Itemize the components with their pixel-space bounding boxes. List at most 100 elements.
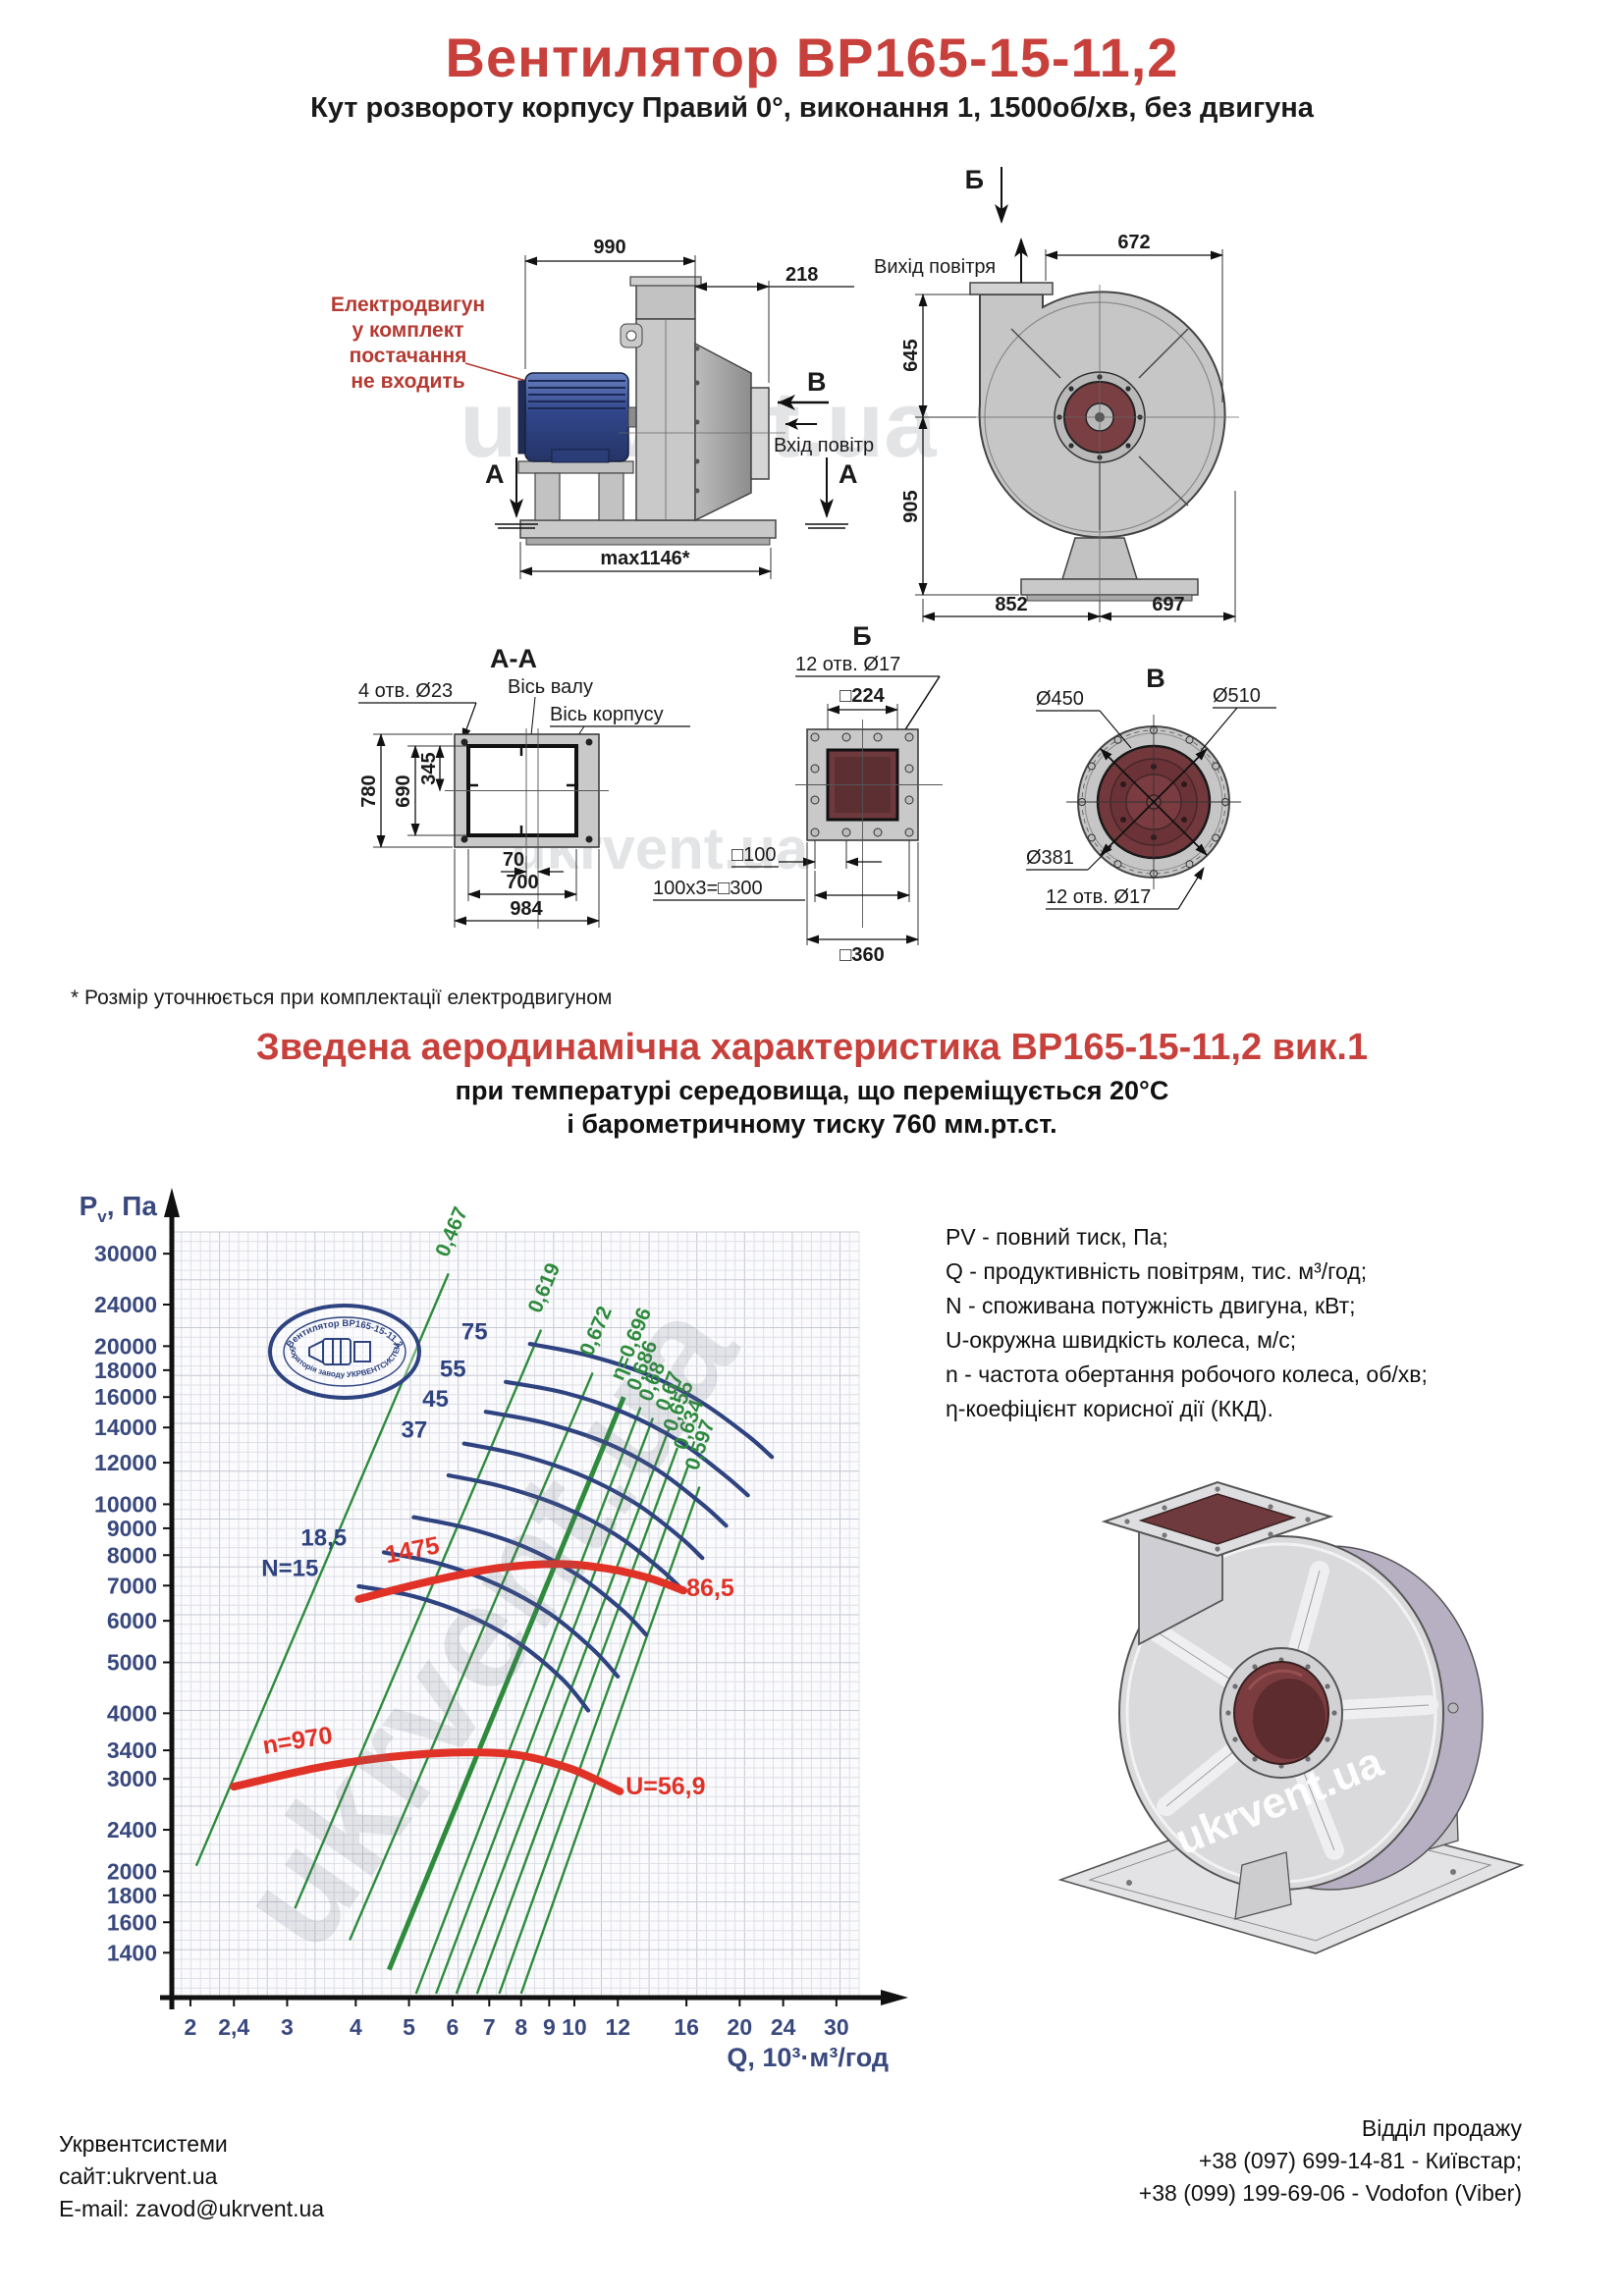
svg-text:5: 5 bbox=[403, 2014, 415, 2040]
svg-text:9: 9 bbox=[543, 2014, 556, 2040]
outlet-duct bbox=[635, 284, 696, 320]
svg-text:8000: 8000 bbox=[107, 1542, 157, 1568]
dim-905: 905 bbox=[900, 490, 922, 522]
svg-text:24000: 24000 bbox=[94, 1292, 157, 1317]
section-a-label: А bbox=[839, 459, 858, 489]
dim-max1146: max1146* bbox=[600, 548, 689, 569]
fan-base bbox=[519, 519, 777, 539]
dim-984: 984 bbox=[510, 898, 543, 920]
dim-300: 100x3=□300 bbox=[653, 878, 763, 899]
svg-text:1400: 1400 bbox=[107, 1940, 157, 1965]
email-link: E-mail: zavod@ukrvent.ua bbox=[59, 2196, 325, 2221]
svg-text:2400: 2400 bbox=[107, 1817, 157, 1842]
svg-text:45: 45 bbox=[422, 1386, 449, 1413]
dim-70: 70 bbox=[503, 849, 524, 871]
svg-text:2: 2 bbox=[185, 2014, 197, 2040]
aero-subtitle-1: при температурі середовища, що переміщує… bbox=[455, 1076, 1169, 1105]
svg-text:16: 16 bbox=[674, 2014, 699, 2040]
inlet-cone bbox=[694, 342, 752, 522]
holes-note: 4 отв. Ø23 bbox=[358, 680, 453, 702]
svg-text:U=56,9: U=56,9 bbox=[625, 1773, 705, 1800]
page-subtitle: Кут розвороту корпусу Правий 0°, виконан… bbox=[310, 92, 1314, 124]
stamp-fan-icon bbox=[308, 1338, 371, 1365]
section-b-title: Б bbox=[852, 621, 871, 651]
dim-780: 780 bbox=[358, 774, 380, 807]
view-b-label: Б bbox=[965, 165, 984, 194]
svg-text:6000: 6000 bbox=[107, 1608, 157, 1633]
svg-text:1800: 1800 bbox=[107, 1883, 157, 1908]
holes-note: 12 отв. Ø17 bbox=[1046, 886, 1151, 908]
dim-100: □100 bbox=[731, 844, 776, 866]
svg-text:16000: 16000 bbox=[94, 1384, 157, 1410]
svg-text:3: 3 bbox=[281, 2014, 294, 2040]
section-a-label: А bbox=[485, 459, 505, 489]
y-axis-title: Pv, Па bbox=[80, 1191, 158, 1226]
dim-381: Ø381 bbox=[1026, 847, 1074, 869]
section-aa-drawing: А-А 4 отв. Ø23 Вісь валу Вісь корпусу 78… bbox=[358, 644, 690, 929]
outlet-flange bbox=[629, 276, 702, 287]
phone-number: +38 (097) 699-14-81 - Київстар; bbox=[1198, 2148, 1522, 2173]
motor-note-line: у комплект постачання bbox=[349, 319, 467, 367]
x-axis-title: Q, 10³·м³/год bbox=[727, 2043, 889, 2072]
legend-line: n - частота обертання робочого колеса, о… bbox=[946, 1362, 1428, 1387]
dim-990: 990 bbox=[593, 237, 625, 258]
fan-3d-image: ukrvent.ua bbox=[1057, 1480, 1525, 1954]
svg-text:4000: 4000 bbox=[107, 1700, 157, 1726]
svg-text:75: 75 bbox=[461, 1319, 488, 1346]
side-view-drawing: 990 218 max1146* В Вхід повітря А А bbox=[464, 237, 874, 579]
svg-text:6: 6 bbox=[446, 2014, 459, 2040]
svg-text:10000: 10000 bbox=[94, 1491, 157, 1517]
svg-text:N=15: N=15 bbox=[261, 1556, 318, 1582]
section-b-drawing: Б 12 отв. Ø17 □224 □100 100x3=□300 bbox=[653, 621, 943, 966]
body-axis-label: Вісь корпусу bbox=[550, 704, 664, 725]
front-view-drawing: Б Вихід повітря 672 645 905 852 697 bbox=[874, 165, 1239, 622]
motor-note: Електродвигун у комплект постачання не в… bbox=[293, 293, 523, 395]
dim-852: 852 bbox=[995, 594, 1027, 615]
svg-text:10: 10 bbox=[562, 2014, 587, 2040]
aero-subtitle-2: і барометричному тиску 760 мм.рт.ст. bbox=[567, 1109, 1057, 1139]
note-leader-line bbox=[464, 362, 527, 382]
aero-title: Зведена аеродинамічна характеристика ВР1… bbox=[255, 1027, 1369, 1068]
shaft-axis-label: Вісь валу bbox=[508, 676, 593, 698]
section-aa-title: А-А bbox=[490, 644, 537, 673]
svg-text:86,5: 86,5 bbox=[686, 1575, 734, 1602]
factory-stamp: Вентилятор ВР165-15-11,2 лабораторія зав… bbox=[268, 1304, 421, 1400]
motor-note-line: не входить bbox=[351, 370, 465, 393]
legend-line: Q - продуктивність повітрям, тис. м³/год… bbox=[946, 1258, 1368, 1284]
svg-text:9000: 9000 bbox=[107, 1516, 157, 1541]
svg-text:7: 7 bbox=[483, 2014, 496, 2040]
chart-legend: PV - повний тиск, Па; Q - продуктивність… bbox=[946, 1220, 1594, 1426]
view-b-label: В bbox=[807, 367, 827, 397]
arrow-down-icon bbox=[995, 204, 1008, 224]
electric-motor bbox=[524, 372, 629, 462]
dim-360: □360 bbox=[839, 944, 884, 966]
svg-text:20000: 20000 bbox=[94, 1333, 157, 1359]
dim-672: 672 bbox=[1117, 232, 1150, 253]
svg-text:12: 12 bbox=[605, 2014, 630, 2040]
outlet-flange bbox=[969, 282, 1054, 295]
svg-text:30: 30 bbox=[824, 2014, 849, 2040]
page-title: Вентилятор ВР165-15-11,2 bbox=[445, 27, 1179, 88]
dim-218: 218 bbox=[785, 264, 818, 286]
arrow-left-icon bbox=[778, 395, 795, 410]
svg-text:4: 4 bbox=[350, 2014, 362, 2040]
dim-510: Ø510 bbox=[1213, 685, 1261, 707]
outlet-label: Вихід повітря bbox=[874, 256, 996, 278]
legend-line: η-коефіцієнт корисної дії (ККД). bbox=[946, 1396, 1273, 1421]
dim-645: 645 bbox=[900, 339, 922, 371]
footer-contacts: Укрвентсистеми сайт:ukrvent.ua E-mail: z… bbox=[59, 2128, 324, 2225]
dim-345: 345 bbox=[418, 752, 440, 784]
performance-chart: 0,4670,6190,672η=0,6960,6860,680,670,655… bbox=[80, 1188, 908, 2072]
svg-text:14000: 14000 bbox=[94, 1415, 157, 1440]
fan-base bbox=[1020, 578, 1199, 596]
dim-697: 697 bbox=[1152, 594, 1184, 615]
motor-note-line: Електродвигун bbox=[330, 294, 486, 316]
dim-690: 690 bbox=[393, 774, 414, 807]
holes-note: 12 отв. Ø17 bbox=[795, 654, 900, 675]
company-name: Укрвентсистеми bbox=[59, 2131, 228, 2157]
svg-text:3000: 3000 bbox=[107, 1766, 157, 1791]
site-link: сайт:ukrvent.ua bbox=[59, 2163, 218, 2189]
size-footnote: * Розмір уточнюється при комплектації ел… bbox=[71, 987, 613, 1009]
arrow-down-icon bbox=[510, 499, 523, 518]
